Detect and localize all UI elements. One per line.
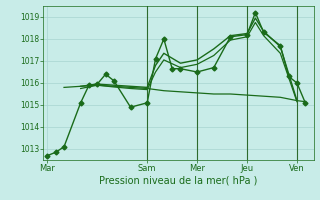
X-axis label: Pression niveau de la mer( hPa ): Pression niveau de la mer( hPa )	[99, 176, 258, 186]
